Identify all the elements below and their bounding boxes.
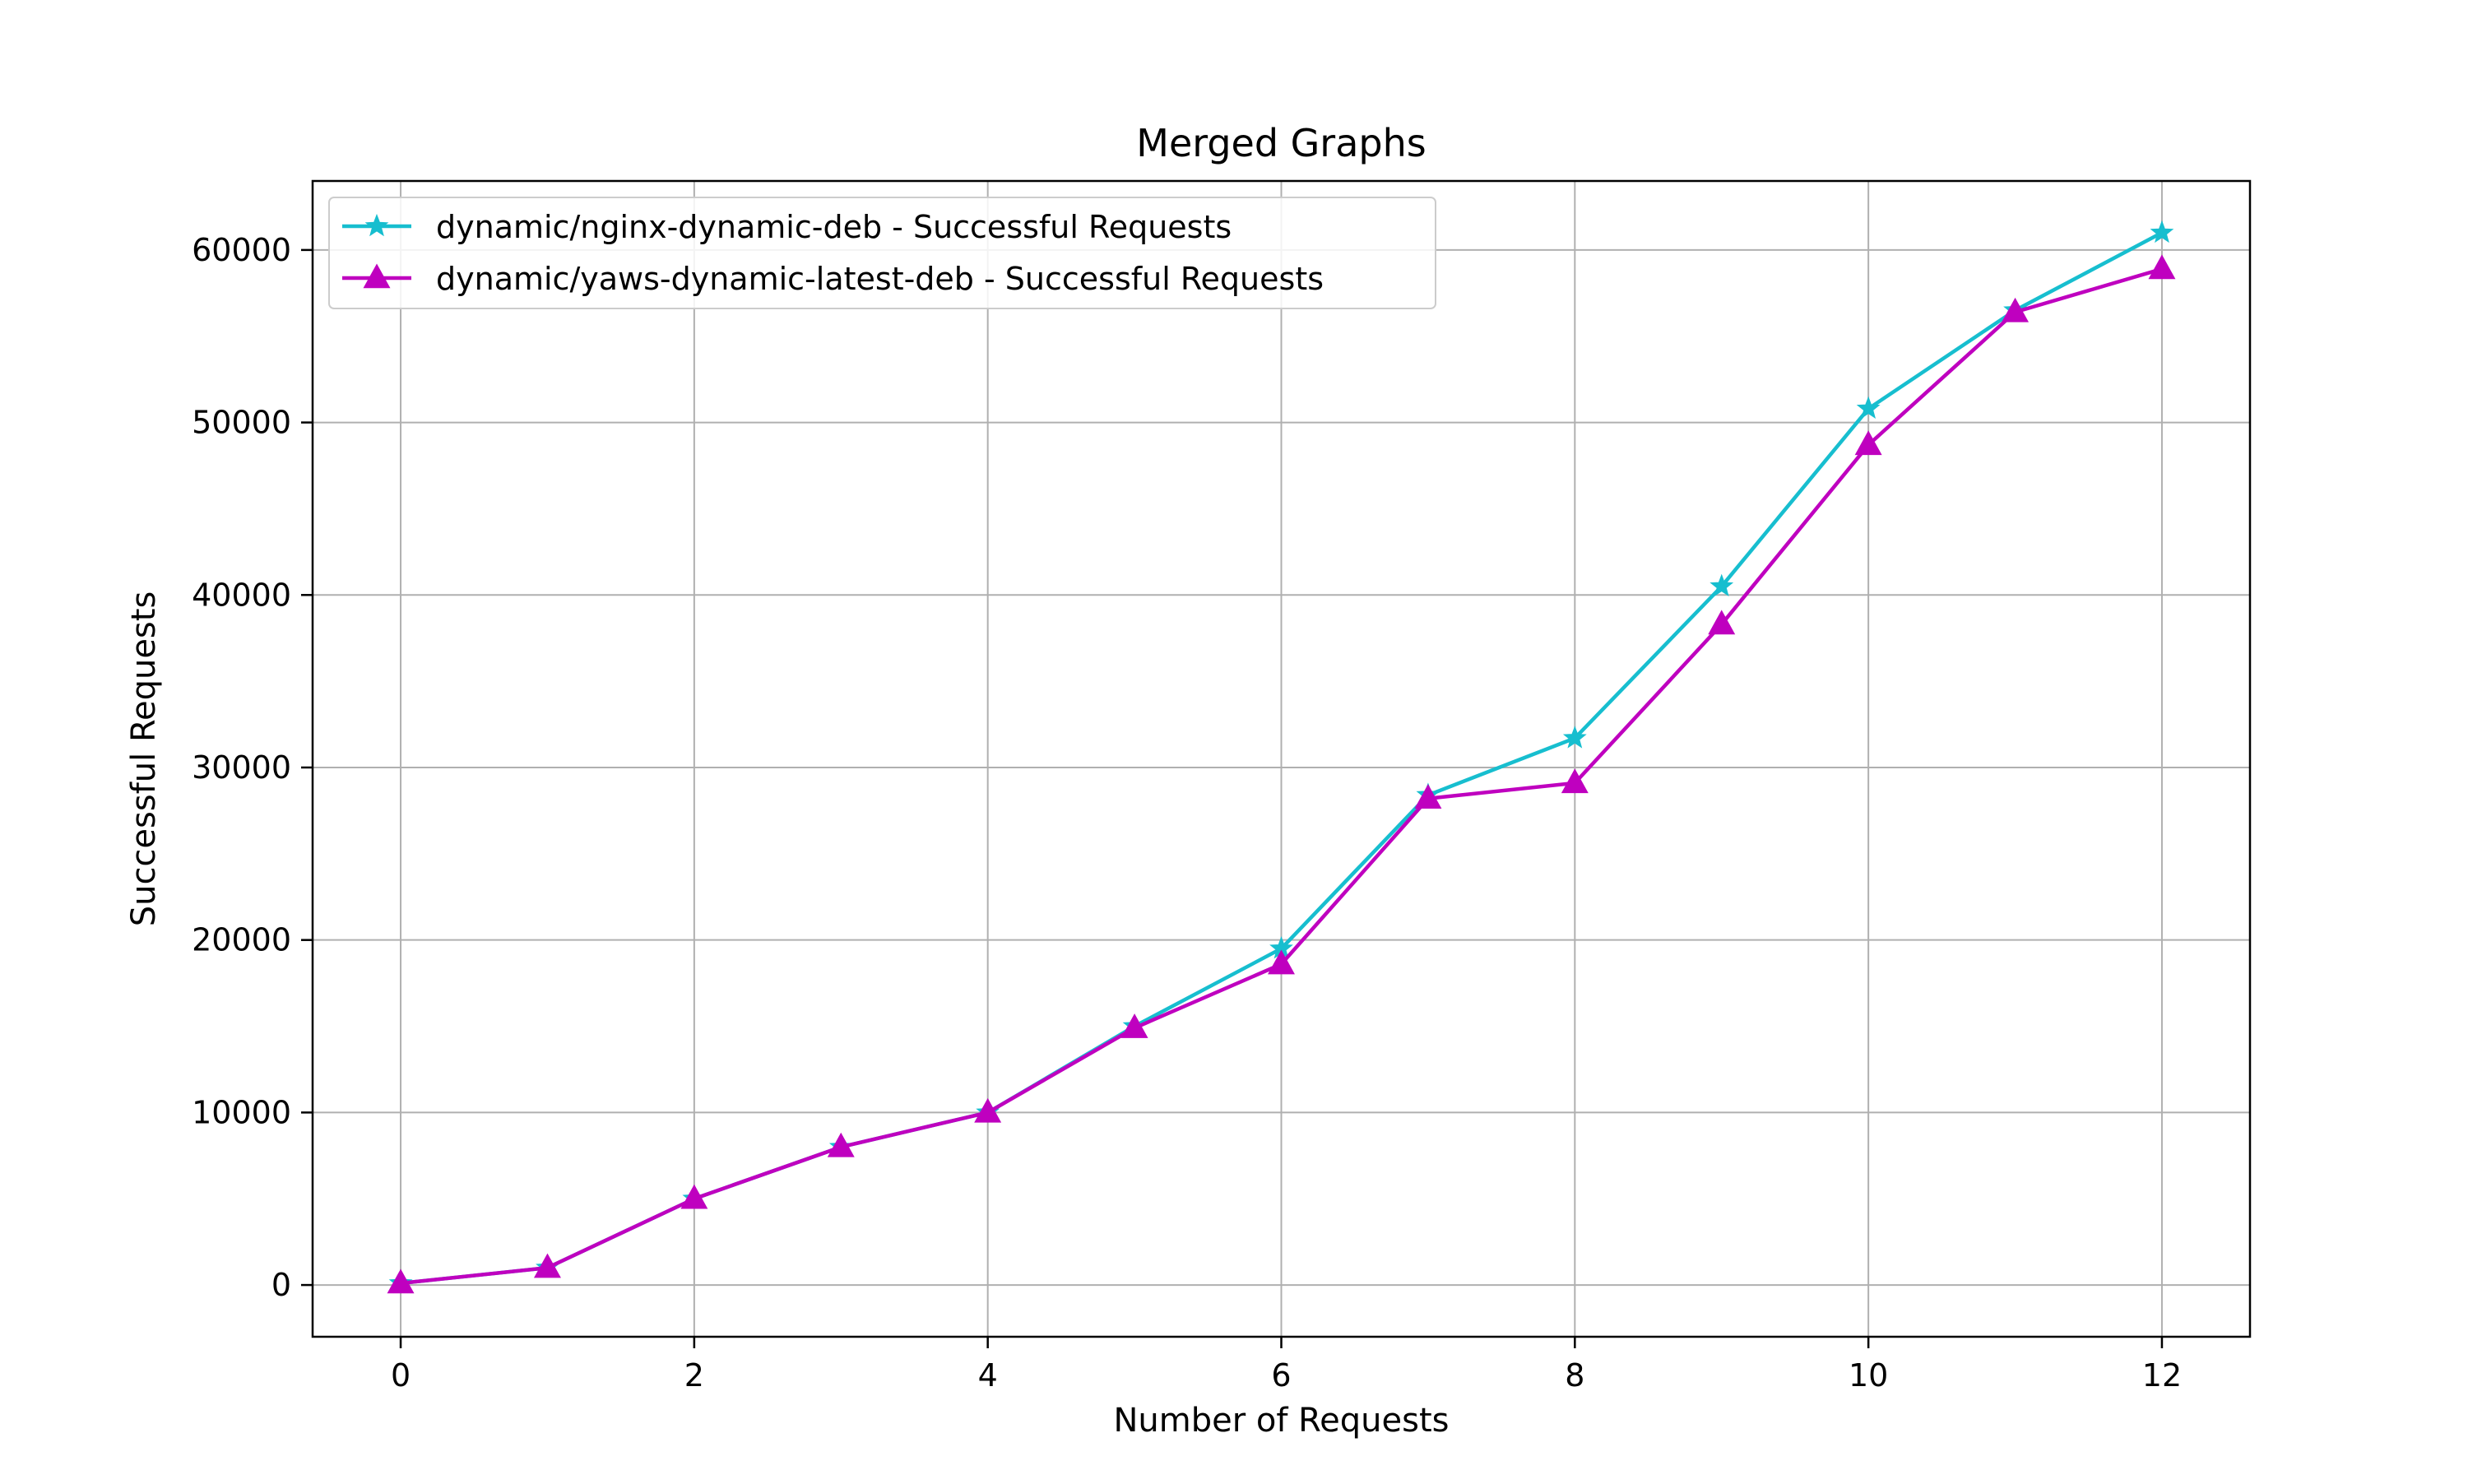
data-point-triangle	[1414, 784, 1442, 809]
data-point-triangle	[2002, 297, 2030, 322]
data-point-star	[1710, 573, 1734, 597]
x-tick-label: 10	[1849, 1357, 1888, 1394]
x-tick-label: 4	[978, 1357, 998, 1394]
y-tick-label: 40000	[192, 577, 291, 613]
data-point-triangle	[1268, 949, 1295, 975]
y-axis-label: Successful Requests	[125, 591, 163, 927]
legend-marker-star	[364, 213, 389, 237]
series-group	[387, 220, 2176, 1294]
x-tick-label: 8	[1565, 1357, 1584, 1394]
data-point-triangle	[533, 1253, 561, 1278]
data-point-triangle	[1120, 1013, 1148, 1038]
data-point-triangle	[974, 1097, 1002, 1123]
legend-box	[328, 197, 1436, 309]
data-point-triangle	[1854, 430, 1882, 456]
y-tick-label: 50000	[192, 405, 291, 441]
legend-entry-label: dynamic/nginx-dynamic-deb - Successful R…	[436, 209, 1232, 245]
y-tick-label: 20000	[192, 922, 291, 958]
legend-marker-triangle	[363, 263, 391, 289]
data-point-star	[2150, 220, 2174, 243]
legend-entry-label: dynamic/yaws-dynamic-latest-deb - Succes…	[436, 261, 1324, 297]
data-point-triangle	[387, 1268, 415, 1294]
data-point-star	[1856, 396, 1881, 420]
chart-title: Merged Graphs	[1136, 121, 1426, 165]
axis-ticks: 0 2 4 6 8 10 12 0 10000 20000 30000 40000 50000 60000	[192, 232, 2182, 1394]
x-tick-label: 12	[2142, 1357, 2182, 1394]
x-axis-label: Number of Requests	[1114, 1402, 1450, 1440]
series-2	[387, 254, 2176, 1294]
legend: dynamic/nginx-dynamic-deb - Successful R…	[328, 197, 1436, 309]
data-point-triangle	[2148, 254, 2176, 280]
data-point-triangle	[1561, 768, 1589, 794]
data-point-triangle	[680, 1184, 708, 1209]
y-tick-label: 30000	[192, 749, 291, 786]
y-tick-label: 10000	[192, 1094, 291, 1130]
y-tick-label: 0	[271, 1267, 291, 1303]
data-point-star	[1562, 726, 1587, 749]
data-point-triangle	[827, 1132, 855, 1157]
x-tick-label: 2	[684, 1357, 704, 1394]
x-tick-label: 0	[391, 1357, 411, 1394]
data-point-triangle	[1708, 610, 1736, 635]
y-tick-label: 60000	[192, 232, 291, 268]
x-tick-label: 6	[1271, 1357, 1291, 1394]
